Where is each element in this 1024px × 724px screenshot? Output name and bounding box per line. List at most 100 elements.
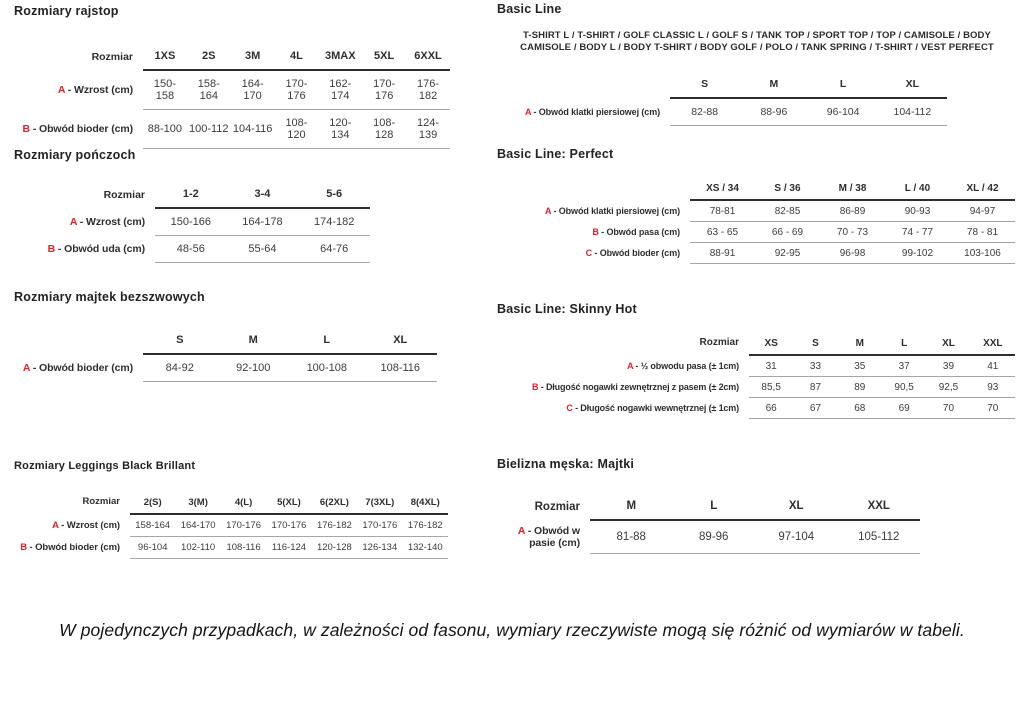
table-header-row: XS / 34 S / 36 M / 38 L / 40 XL / 42 — [505, 183, 1015, 201]
value-cell: 102-110 — [175, 536, 221, 559]
value-cell: 70 — [970, 397, 1015, 419]
row-letter: C — [566, 403, 573, 413]
row-letter: A — [22, 361, 30, 374]
table-header-row: Rozmiar XS S M L XL XXL — [497, 337, 1015, 356]
section-title-rajstop: Rozmiary rajstop — [14, 4, 119, 18]
column-header: 2(S) — [130, 496, 176, 515]
corner-label: Rozmiar — [534, 501, 580, 513]
row-letter: A — [544, 205, 552, 216]
value-cell: 85,5 — [749, 376, 794, 398]
value-cell: 92,5 — [926, 376, 971, 398]
column-header: L — [672, 500, 755, 521]
column-header: XL — [363, 334, 437, 355]
table-row: A - Wzrost (cm) 158-164 164-170 170-176 170-… — [10, 514, 448, 537]
value-cell: 96-98 — [820, 242, 885, 264]
value-cell: 176-182 — [402, 514, 448, 537]
table-row: C - Długość nogawki wewnętrznej (± 1cm) 6… — [497, 397, 1015, 419]
table-header-row: Rozmiar 1-2 3-4 5-6 — [35, 188, 370, 209]
value-cell: 33 — [793, 355, 838, 377]
value-cell: 176-182 — [311, 514, 358, 537]
value-cell: 176-182 — [406, 70, 450, 110]
value-cell: 170-176 — [362, 70, 407, 110]
size-table-basic-line-skinny-hot: Rozmiar XS S M L XL XXL A - ½ obwodu pasa (± 1c… — [497, 337, 1015, 419]
value-cell: 66 - 69 — [755, 221, 820, 243]
corner-label: Rozmiar — [82, 496, 120, 507]
value-cell: 78 - 81 — [950, 221, 1015, 243]
column-header: 5XL — [362, 50, 407, 71]
row-letter: B — [532, 382, 539, 392]
column-header: L / 40 — [885, 183, 950, 201]
size-table-bielizna-meska: Rozmiar M L XL XXL A - Obwód w pasie (cm) 81-8… — [510, 500, 920, 554]
table-row: A - Obwód bioder (cm) 84-92 92-100 100-108 1… — [8, 354, 437, 382]
column-header: L — [290, 334, 364, 355]
column-header: M — [739, 78, 809, 99]
row-label: A - Obwód bioder (cm) — [22, 361, 133, 374]
value-cell: 74 - 77 — [885, 221, 950, 243]
table-row: A - Obwód w pasie (cm) 81-88 89-96 97-104 10… — [510, 520, 920, 554]
value-cell: 108-116 — [363, 354, 437, 382]
value-cell: 108-120 — [274, 109, 319, 149]
column-header: 3(M) — [175, 496, 221, 515]
row-label: B - Długość nogawki zewnętrznej z pasem … — [532, 382, 739, 392]
value-cell: 82-85 — [755, 200, 820, 222]
column-header: 1XS — [143, 50, 187, 71]
value-cell: 164-178 — [226, 208, 299, 236]
column-header: 6XXL — [406, 50, 450, 71]
value-cell: 81-88 — [590, 520, 673, 554]
row-letter: A — [627, 360, 634, 371]
value-cell: 87 — [793, 376, 838, 398]
column-header: 7(3XL) — [357, 496, 403, 515]
column-header: 6(2XL) — [311, 496, 358, 515]
row-label: B - Obwód pasa (cm) — [592, 227, 680, 237]
value-cell: 55-64 — [226, 235, 299, 263]
value-cell: 35 — [837, 355, 882, 377]
column-header: XL — [926, 337, 971, 356]
column-header: 5(XL) — [266, 496, 312, 515]
column-header: 4(L) — [220, 496, 267, 515]
corner-label: Rozmiar — [699, 337, 739, 348]
column-header: XL — [755, 500, 838, 521]
value-cell: 63 - 65 — [690, 221, 755, 243]
table-row: A - Wzrost (cm) 150-166 164-178 174-182 — [35, 208, 370, 236]
corner-label: Rozmiar — [91, 51, 133, 63]
size-table-leggings: Rozmiar 2(S) 3(M) 4(L) 5(XL) 6(2XL) 7(3XL) 8(4X… — [10, 496, 448, 559]
value-cell: 89-96 — [672, 520, 755, 554]
section-title-ponczochy: Rozmiary pończoch — [14, 148, 136, 162]
table-header-row: Rozmiar M L XL XXL — [510, 500, 920, 521]
column-header: 1-2 — [155, 188, 227, 209]
value-cell: 92-100 — [216, 354, 290, 382]
value-cell: 150-166 — [155, 208, 227, 236]
row-label: B - Obwód bioder (cm) — [20, 542, 120, 553]
value-cell: 170-176 — [357, 514, 403, 537]
value-cell: 31 — [749, 355, 794, 377]
row-label: A - ½ obwodu pasa (± 1cm) — [627, 360, 739, 371]
row-label: C - Długość nogawki wewnętrznej (± 1cm) — [566, 403, 739, 413]
value-cell: 150-158 — [143, 70, 187, 110]
size-table-basic-line: S M L XL A - Obwód klatki piersiowej (cm) 82-… — [500, 78, 947, 126]
row-label: A - Wzrost (cm) — [52, 519, 120, 531]
corner-label — [500, 78, 670, 98]
corner-label: Rozmiar — [103, 189, 145, 201]
column-header: S — [143, 334, 217, 355]
row-letter: A — [52, 519, 59, 531]
column-header: L — [881, 337, 927, 356]
column-header: XS / 34 — [690, 183, 755, 201]
value-cell: 92-95 — [755, 242, 820, 264]
row-label: A - Obwód klatki piersiowej (cm) — [524, 106, 660, 117]
value-cell: 48-56 — [155, 235, 227, 263]
basic-line-product-list: T-SHIRT L / T-SHIRT / GOLF CLASSIC L / G… — [520, 30, 994, 54]
value-cell: 66 — [749, 397, 794, 419]
value-cell: 96-104 — [130, 536, 176, 559]
value-cell: 37 — [881, 355, 927, 377]
row-letter: B — [47, 243, 56, 255]
table-row: A - Wzrost (cm) 150-158 158-164 164-170 170-… — [5, 70, 450, 110]
table-header-row: Rozmiar 1XS 2S 3M 4L 3MAX 5XL 6XXL — [5, 50, 450, 71]
column-header: XXL — [970, 337, 1015, 356]
column-header: M — [590, 500, 673, 521]
value-cell: 90-93 — [885, 200, 950, 222]
value-cell: 120-128 — [311, 536, 358, 559]
value-cell: 162-174 — [318, 70, 363, 110]
column-header: XL — [877, 78, 947, 99]
row-letter: A — [517, 524, 525, 537]
